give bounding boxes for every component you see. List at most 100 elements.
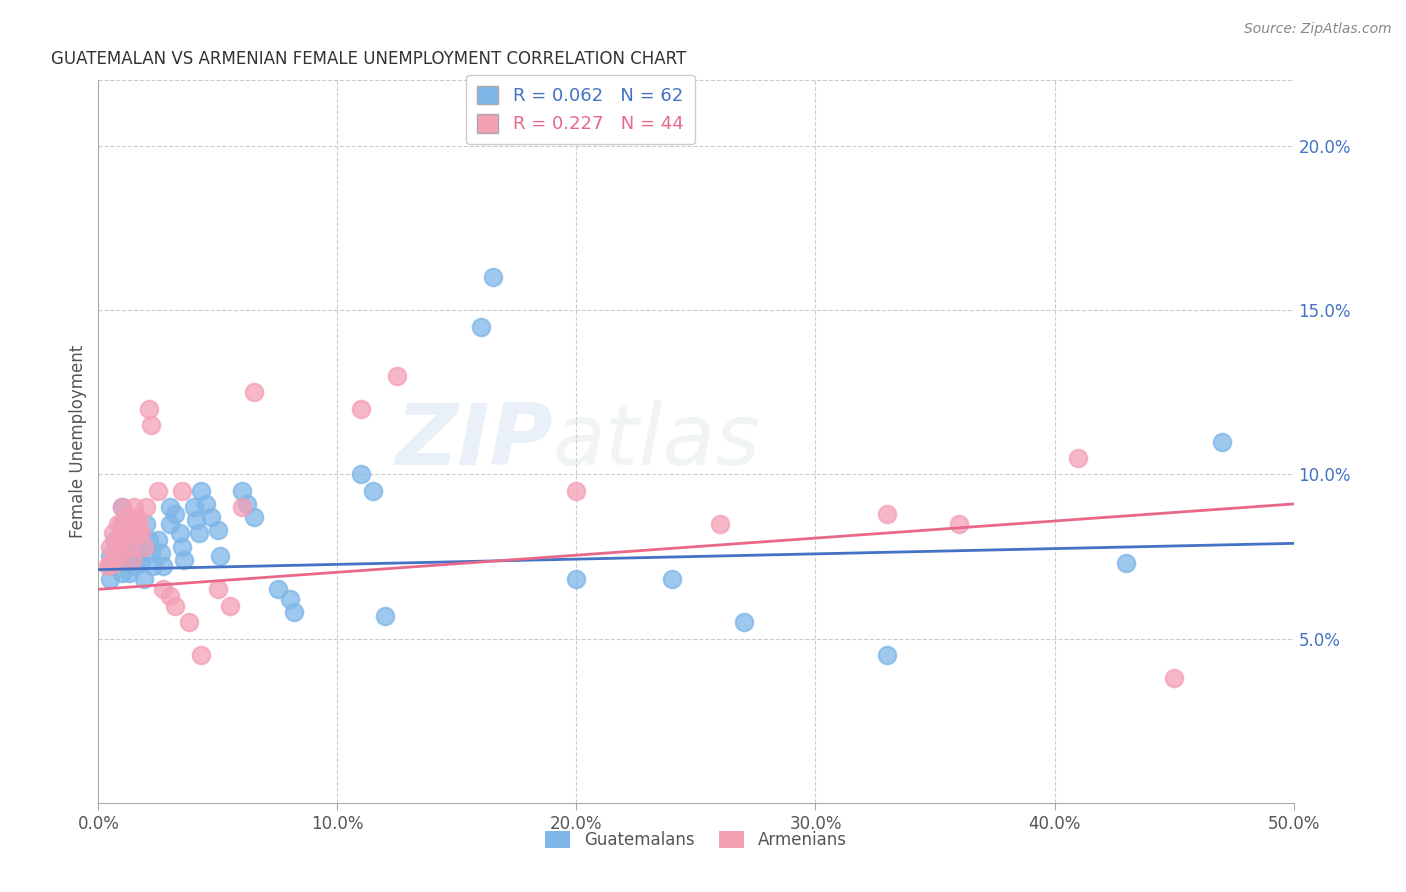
Point xyxy=(98,573,122,587)
Point xyxy=(118,566,141,580)
Point xyxy=(124,559,146,574)
Point xyxy=(195,497,218,511)
Point xyxy=(107,556,129,570)
Point xyxy=(98,549,122,564)
Point xyxy=(207,582,229,597)
Point xyxy=(104,540,127,554)
Point xyxy=(661,573,683,587)
Point xyxy=(231,483,253,498)
Point xyxy=(278,592,301,607)
Text: Source: ZipAtlas.com: Source: ZipAtlas.com xyxy=(1244,22,1392,37)
Point xyxy=(163,507,186,521)
Point xyxy=(350,467,373,482)
Point xyxy=(709,516,731,531)
Point xyxy=(173,553,195,567)
Point xyxy=(132,573,155,587)
Point xyxy=(374,608,396,623)
Point xyxy=(243,385,266,400)
Point xyxy=(190,483,212,498)
Point xyxy=(235,497,257,511)
Point xyxy=(243,510,266,524)
Point xyxy=(111,500,134,515)
Point xyxy=(385,368,409,383)
Point xyxy=(138,401,160,416)
Point xyxy=(124,542,146,557)
Point xyxy=(98,556,122,570)
Point xyxy=(114,533,136,547)
Point xyxy=(159,516,181,531)
Point xyxy=(118,523,141,537)
Point xyxy=(565,573,588,587)
Point xyxy=(118,540,141,554)
Point xyxy=(1115,556,1137,570)
Point xyxy=(131,556,153,570)
Point xyxy=(97,559,120,574)
Point xyxy=(138,533,160,547)
Point xyxy=(200,510,222,524)
Point xyxy=(128,526,150,541)
Point xyxy=(115,516,138,531)
Point xyxy=(159,500,181,515)
Point xyxy=(267,582,290,597)
Point xyxy=(565,483,588,498)
Point xyxy=(183,500,205,515)
Point xyxy=(163,599,186,613)
Text: atlas: atlas xyxy=(553,400,761,483)
Point xyxy=(481,270,505,285)
Point xyxy=(111,500,134,515)
Point xyxy=(125,549,148,564)
Point xyxy=(128,516,150,531)
Point xyxy=(108,546,131,560)
Point xyxy=(172,483,194,498)
Point xyxy=(135,516,157,531)
Point xyxy=(98,540,122,554)
Point xyxy=(107,516,129,531)
Point xyxy=(1163,671,1185,685)
Point xyxy=(124,526,146,541)
Point xyxy=(1211,434,1233,449)
Point xyxy=(115,540,138,554)
Point xyxy=(104,556,127,570)
Point xyxy=(187,526,209,541)
Point xyxy=(152,559,174,574)
Point xyxy=(948,516,970,531)
Point xyxy=(148,483,170,498)
Point xyxy=(363,483,385,498)
Point xyxy=(115,510,138,524)
Point xyxy=(125,526,148,541)
Point xyxy=(111,516,134,531)
Point xyxy=(219,599,242,613)
Text: ZIP: ZIP xyxy=(395,400,553,483)
Point xyxy=(148,533,170,547)
Point xyxy=(159,589,181,603)
Point xyxy=(209,549,232,564)
Point xyxy=(283,605,305,619)
Point xyxy=(111,516,134,531)
Point xyxy=(107,533,129,547)
Point xyxy=(139,546,162,560)
Point xyxy=(139,418,162,433)
Point xyxy=(104,533,127,547)
Point xyxy=(169,526,191,541)
Point xyxy=(231,500,253,515)
Point xyxy=(149,546,172,560)
Point xyxy=(98,559,122,574)
Point xyxy=(876,507,898,521)
Point xyxy=(101,526,124,541)
Point xyxy=(131,526,153,541)
Point xyxy=(876,648,898,662)
Legend: Guatemalans, Armenians: Guatemalans, Armenians xyxy=(538,824,853,856)
Point xyxy=(111,533,134,547)
Point xyxy=(152,582,174,597)
Point xyxy=(135,500,157,515)
Point xyxy=(470,319,492,334)
Point xyxy=(172,540,194,554)
Point xyxy=(121,553,143,567)
Point xyxy=(125,533,148,547)
Point xyxy=(118,549,141,564)
Point xyxy=(132,540,155,554)
Point xyxy=(186,513,208,527)
Point xyxy=(350,401,373,416)
Point xyxy=(190,648,212,662)
Y-axis label: Female Unemployment: Female Unemployment xyxy=(69,345,87,538)
